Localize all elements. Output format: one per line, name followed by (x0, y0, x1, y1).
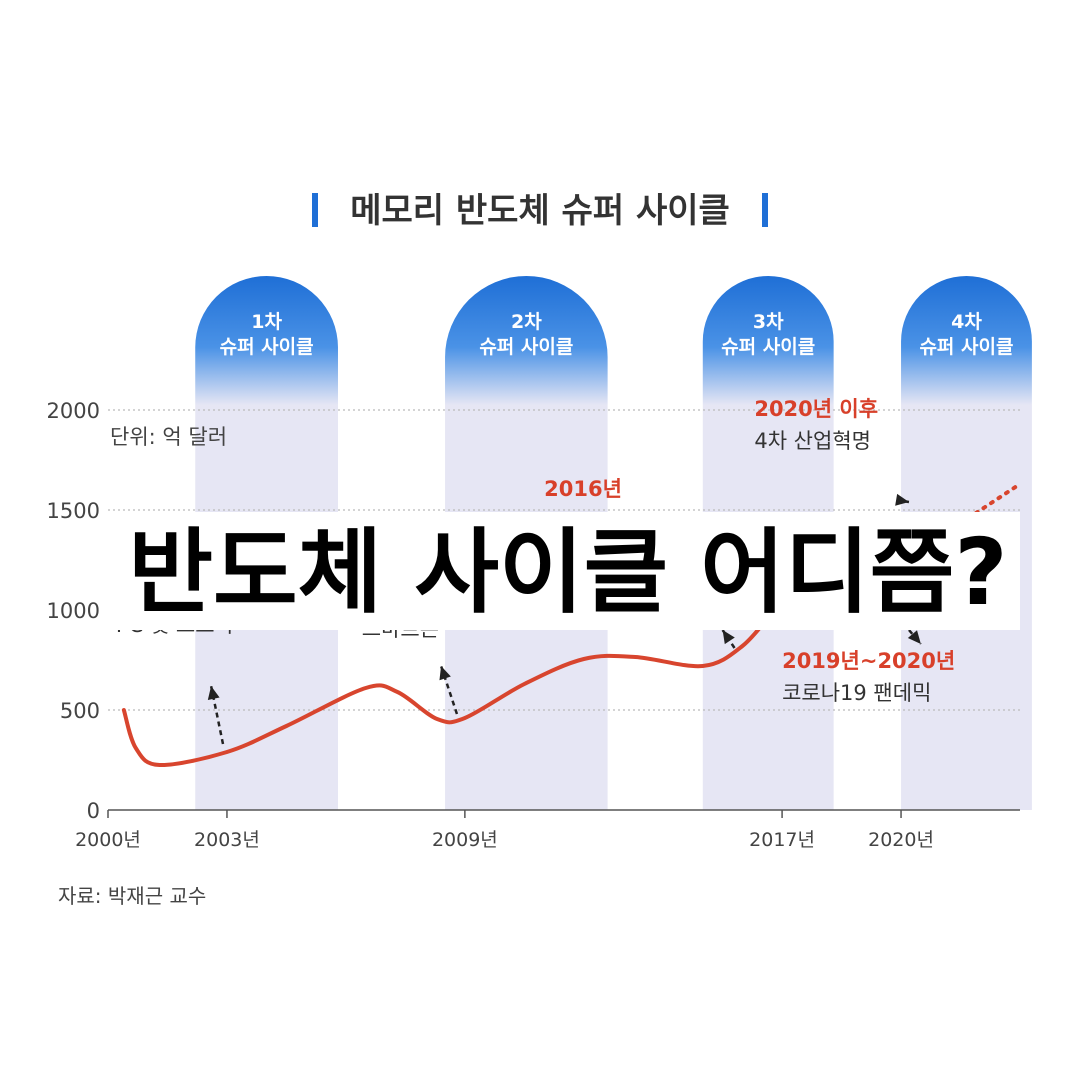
cycle-label-order: 1차 (251, 311, 282, 333)
title-bar-right (762, 193, 768, 227)
y-tick-label: 500 (60, 699, 100, 723)
trend-arrow (439, 665, 459, 715)
y-tick-label: 1500 (47, 499, 100, 523)
banner-title: 반도체 사이클 어디쯤? (128, 519, 1007, 626)
trend-arrow (895, 493, 910, 506)
banner-background (108, 512, 1020, 630)
unit-label: 단위: 억 달러 (110, 425, 227, 449)
cycle-band-cap-2 (445, 276, 608, 405)
trend-arrow (207, 685, 225, 745)
cycle-label-name: 슈퍼 사이클 (721, 336, 815, 358)
trend-arrow (907, 629, 922, 645)
cycle-band-cap-3 (702, 276, 834, 405)
annotation-year: 2020년 이후 (754, 397, 878, 421)
x-tick-label: 2000년 (75, 829, 141, 851)
y-tick-label: 2000 (47, 399, 100, 423)
annotation-year: 2019년~2020년 (782, 649, 955, 673)
y-tick-label: 1000 (47, 599, 100, 623)
annotation-desc: 코로나19 팬데믹 (782, 681, 931, 705)
x-tick-label: 2009년 (432, 829, 498, 851)
x-tick-label: 2003년 (194, 829, 260, 851)
cycle-band-cap-4 (901, 276, 1032, 405)
x-tick-label: 2017년 (749, 829, 815, 851)
annotation-year: 2016년 (544, 477, 622, 501)
x-tick-label: 2020년 (868, 829, 934, 851)
annotation-desc: 4차 산업혁명 (754, 429, 871, 453)
source-label: 자료: 박재근 교수 (58, 884, 206, 908)
cycle-label-name: 슈퍼 사이클 (919, 336, 1013, 358)
cycle-label-name: 슈퍼 사이클 (220, 336, 314, 358)
series-line (121, 608, 777, 768)
y-tick-label: 0 (87, 799, 100, 823)
cycle-label-order: 3차 (753, 311, 784, 333)
cycle-band-cap-1 (195, 275, 338, 405)
y-axis: 0 500 1000 1500 2000 (47, 399, 100, 823)
trend-arrow (721, 629, 736, 649)
chart-title: 메모리 반도체 슈퍼 사이클 (350, 191, 730, 231)
cycle-label-order: 4차 (951, 311, 982, 333)
title-bar-left (312, 193, 318, 227)
cycle-label-name: 슈퍼 사이클 (479, 336, 573, 358)
cycle-label-order: 2차 (511, 311, 542, 333)
x-axis: 2000년 2003년 2009년 2017년 2020년 (75, 810, 934, 851)
arrows (207, 493, 922, 745)
